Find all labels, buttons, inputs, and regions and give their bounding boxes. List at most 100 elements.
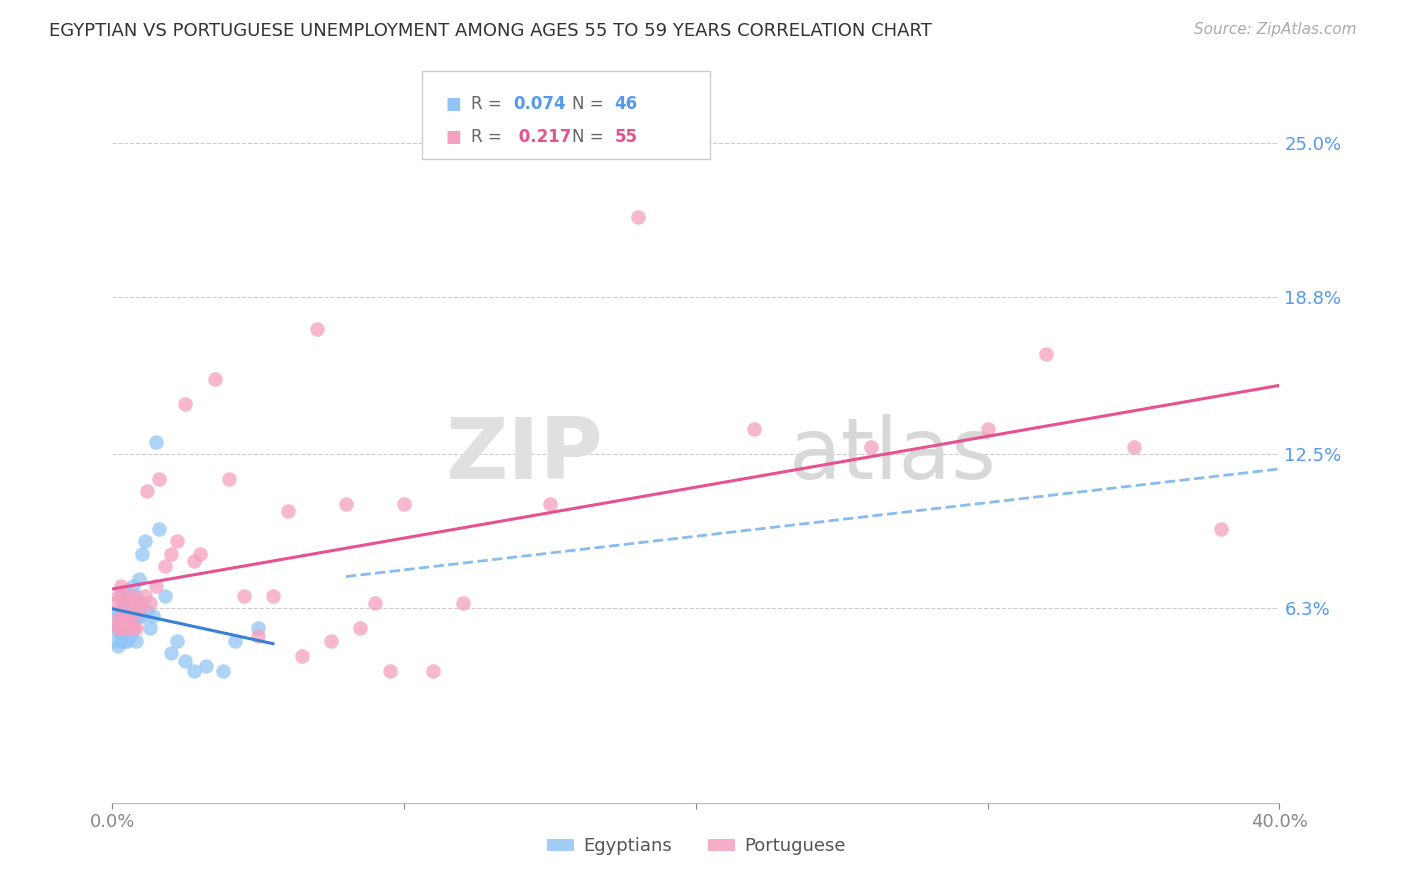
Point [125, 633, 148, 648]
Point [125, 597, 148, 611]
Point [364, 597, 387, 611]
Point [174, 654, 197, 668]
Point [122, 579, 145, 593]
Point [131, 547, 153, 561]
Point [115, 621, 138, 635]
Point [118, 629, 141, 643]
Point [128, 572, 150, 586]
Point [131, 597, 153, 611]
Point [122, 609, 145, 624]
Point [125, 621, 148, 635]
Point [110, 589, 132, 603]
Point [107, 621, 129, 635]
Point [247, 621, 270, 635]
Point [224, 633, 246, 648]
Point [305, 322, 328, 336]
Point [276, 504, 298, 518]
Point [148, 522, 170, 536]
Point [627, 211, 650, 225]
Point [112, 633, 135, 648]
Point [860, 440, 883, 454]
Point [110, 614, 132, 628]
Point [115, 584, 138, 599]
Point [1209, 522, 1232, 536]
Point [1035, 347, 1057, 361]
Point [118, 614, 141, 628]
Text: ■: ■ [446, 95, 461, 113]
Point [378, 664, 401, 678]
Point [128, 604, 150, 618]
Point [976, 422, 998, 436]
Legend: Egyptians, Portuguese: Egyptians, Portuguese [540, 830, 852, 863]
Point [145, 434, 167, 449]
Point [451, 597, 474, 611]
Point [107, 609, 129, 624]
Point [118, 597, 141, 611]
Point [122, 621, 145, 635]
Point [122, 621, 145, 635]
Point [153, 589, 176, 603]
Point [104, 614, 127, 628]
Point [115, 589, 138, 603]
Text: 46: 46 [614, 95, 637, 113]
Point [247, 629, 270, 643]
Point [107, 639, 129, 653]
Point [166, 633, 188, 648]
Point [174, 397, 197, 411]
Point [134, 534, 156, 549]
Point [110, 609, 132, 624]
Point [335, 497, 357, 511]
Point [110, 604, 132, 618]
Text: Source: ZipAtlas.com: Source: ZipAtlas.com [1194, 22, 1357, 37]
Point [125, 589, 148, 603]
Point [139, 621, 162, 635]
Point [110, 626, 132, 640]
Point [112, 609, 135, 624]
Point [104, 597, 127, 611]
Point [136, 484, 159, 499]
Point [128, 609, 150, 624]
Point [742, 422, 765, 436]
Point [321, 633, 343, 648]
Point [394, 497, 416, 511]
Point [349, 621, 371, 635]
Point [134, 589, 156, 603]
Point [115, 621, 138, 635]
Point [107, 621, 129, 635]
Point [142, 609, 165, 624]
Text: EGYPTIAN VS PORTUGUESE UNEMPLOYMENT AMONG AGES 55 TO 59 YEARS CORRELATION CHART: EGYPTIAN VS PORTUGUESE UNEMPLOYMENT AMON… [49, 22, 932, 40]
Point [136, 604, 159, 618]
Text: 0.217: 0.217 [513, 128, 572, 145]
Point [131, 609, 153, 624]
Text: N =: N = [572, 128, 609, 145]
Text: ZIP: ZIP [444, 415, 603, 498]
Point [212, 664, 235, 678]
Point [107, 589, 129, 603]
Point [160, 547, 183, 561]
Text: ■: ■ [446, 128, 461, 145]
Point [112, 597, 135, 611]
Point [115, 633, 138, 648]
Point [115, 614, 138, 628]
Text: atlas: atlas [789, 415, 997, 498]
Point [104, 633, 127, 648]
Point [194, 658, 217, 673]
Text: 55: 55 [614, 128, 637, 145]
Point [218, 472, 240, 486]
Point [115, 609, 138, 624]
Point [188, 547, 211, 561]
Point [422, 664, 444, 678]
Point [104, 621, 127, 635]
Point [232, 589, 254, 603]
Point [112, 597, 135, 611]
Text: R =: R = [471, 128, 508, 145]
Point [118, 597, 141, 611]
Point [148, 472, 170, 486]
Text: 0.074: 0.074 [513, 95, 565, 113]
Point [1122, 440, 1144, 454]
Point [160, 646, 183, 660]
Point [110, 621, 132, 635]
Point [153, 559, 176, 574]
Point [107, 604, 129, 618]
Text: R =: R = [471, 95, 508, 113]
